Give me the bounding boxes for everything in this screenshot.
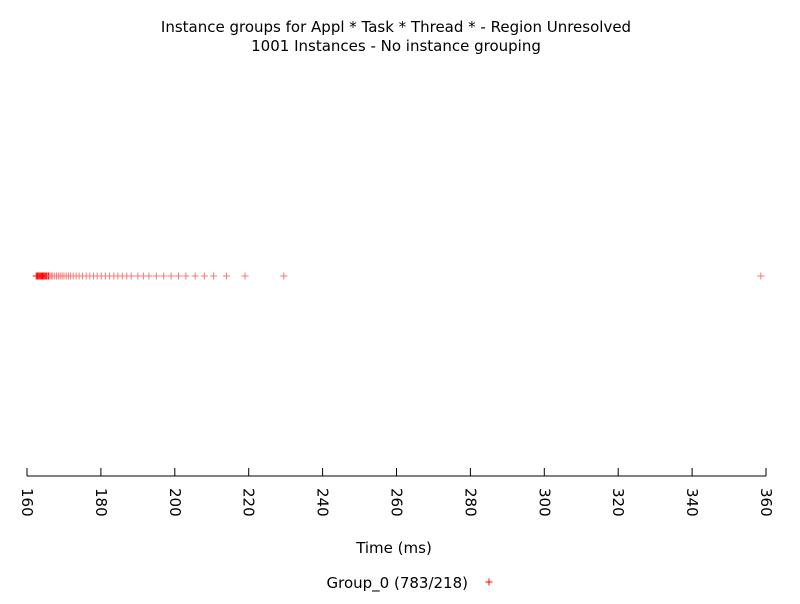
data-point bbox=[152, 272, 160, 280]
x-tick-label: 260 bbox=[388, 488, 406, 517]
chart-title: Instance groups for Appl * Task * Thread… bbox=[161, 18, 631, 36]
data-point bbox=[200, 272, 208, 280]
x-tick-label: 240 bbox=[314, 488, 332, 517]
data-point bbox=[145, 272, 153, 280]
x-tick-label: 340 bbox=[683, 488, 701, 517]
x-tick-label: 360 bbox=[757, 488, 775, 517]
data-point bbox=[174, 272, 182, 280]
chart-subtitle: 1001 Instances - No instance grouping bbox=[251, 37, 541, 55]
data-points bbox=[32, 272, 765, 280]
data-point bbox=[167, 272, 175, 280]
x-tick-label: 280 bbox=[461, 488, 479, 517]
data-point bbox=[191, 272, 199, 280]
data-point bbox=[160, 272, 168, 280]
legend-marker bbox=[485, 578, 493, 586]
x-tick-label: 160 bbox=[18, 488, 36, 517]
x-tick-label: 300 bbox=[535, 488, 553, 517]
legend-label: Group_0 (783/218) bbox=[327, 574, 469, 593]
data-point bbox=[182, 272, 190, 280]
data-point bbox=[280, 272, 288, 280]
x-tick-label: 200 bbox=[166, 488, 184, 517]
x-axis-label: Time (ms) bbox=[355, 539, 432, 557]
data-point bbox=[757, 272, 765, 280]
x-tick-label: 220 bbox=[240, 488, 258, 517]
data-point bbox=[210, 272, 218, 280]
data-point bbox=[241, 272, 249, 280]
x-tick-label: 180 bbox=[92, 488, 110, 517]
x-tick-label: 320 bbox=[609, 488, 627, 517]
x-axis-ticks: 160 180 200 220 240 260 280 300 320 340 360 bbox=[18, 468, 775, 517]
data-point bbox=[223, 272, 231, 280]
data-point bbox=[127, 272, 135, 280]
legend-marker-plus bbox=[485, 578, 493, 586]
